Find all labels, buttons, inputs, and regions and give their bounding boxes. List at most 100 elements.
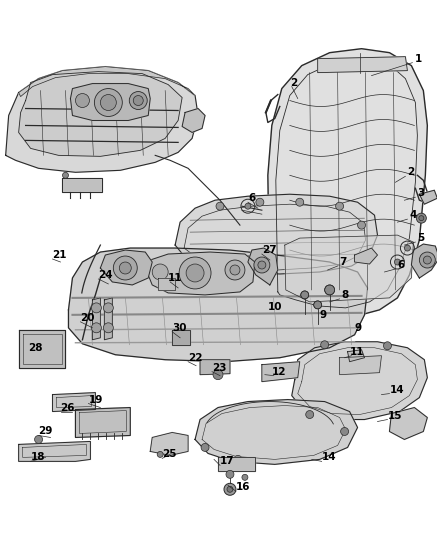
- Circle shape: [225, 260, 245, 280]
- Polygon shape: [318, 56, 407, 72]
- Text: 18: 18: [31, 453, 45, 463]
- Circle shape: [157, 451, 163, 457]
- Circle shape: [201, 443, 209, 451]
- Text: 5: 5: [417, 233, 424, 243]
- Text: 16: 16: [236, 482, 251, 492]
- Text: 2: 2: [407, 167, 415, 177]
- Polygon shape: [248, 248, 278, 285]
- Polygon shape: [63, 178, 102, 192]
- Polygon shape: [92, 298, 100, 340]
- Circle shape: [417, 213, 426, 223]
- Polygon shape: [19, 67, 195, 96]
- Text: 11: 11: [168, 273, 183, 283]
- Polygon shape: [419, 190, 437, 204]
- Circle shape: [35, 435, 42, 443]
- Circle shape: [256, 198, 264, 206]
- Polygon shape: [195, 400, 357, 464]
- Circle shape: [186, 264, 204, 282]
- Circle shape: [216, 202, 224, 210]
- Polygon shape: [268, 49, 427, 318]
- Circle shape: [384, 342, 392, 350]
- Circle shape: [227, 486, 233, 492]
- Polygon shape: [158, 278, 175, 290]
- Circle shape: [306, 410, 314, 418]
- Text: 14: 14: [321, 453, 336, 463]
- Circle shape: [226, 470, 234, 478]
- Circle shape: [95, 88, 122, 117]
- Text: 25: 25: [162, 449, 177, 459]
- Polygon shape: [100, 250, 152, 285]
- Text: 27: 27: [262, 245, 276, 255]
- Text: 14: 14: [389, 385, 404, 394]
- Circle shape: [242, 474, 248, 480]
- Circle shape: [404, 245, 410, 251]
- Polygon shape: [411, 244, 438, 278]
- Polygon shape: [262, 362, 300, 382]
- Circle shape: [258, 261, 266, 269]
- Polygon shape: [175, 194, 378, 274]
- Polygon shape: [348, 350, 364, 362]
- Text: 23: 23: [212, 362, 226, 373]
- Polygon shape: [71, 84, 150, 120]
- Circle shape: [314, 301, 321, 309]
- Text: 21: 21: [53, 250, 67, 260]
- Polygon shape: [218, 457, 255, 471]
- Text: 15: 15: [388, 410, 402, 421]
- Circle shape: [103, 303, 113, 313]
- Circle shape: [100, 94, 117, 110]
- Text: 17: 17: [220, 456, 235, 466]
- Circle shape: [179, 257, 211, 289]
- Circle shape: [419, 216, 424, 221]
- Text: 20: 20: [81, 313, 95, 323]
- Polygon shape: [6, 67, 198, 172]
- Circle shape: [75, 94, 89, 108]
- Text: 11: 11: [350, 347, 364, 357]
- Text: 10: 10: [268, 302, 283, 312]
- Circle shape: [63, 172, 68, 178]
- Text: 28: 28: [28, 343, 43, 353]
- Polygon shape: [19, 330, 66, 368]
- Text: 8: 8: [342, 290, 349, 300]
- Text: 7: 7: [339, 257, 347, 267]
- Text: 1: 1: [414, 54, 422, 63]
- Polygon shape: [182, 109, 205, 132]
- Circle shape: [245, 203, 251, 209]
- Polygon shape: [150, 432, 188, 455]
- Circle shape: [296, 198, 304, 206]
- Circle shape: [133, 95, 143, 106]
- Text: 9: 9: [320, 310, 327, 320]
- Circle shape: [129, 92, 147, 109]
- Circle shape: [103, 323, 113, 333]
- Text: 6: 6: [248, 193, 255, 203]
- Polygon shape: [104, 298, 112, 340]
- Text: 19: 19: [88, 394, 103, 405]
- Circle shape: [213, 370, 223, 379]
- Circle shape: [119, 262, 131, 274]
- Text: 12: 12: [272, 367, 286, 377]
- Circle shape: [419, 252, 435, 268]
- Text: 3: 3: [417, 188, 424, 198]
- Polygon shape: [339, 356, 381, 375]
- Circle shape: [424, 256, 431, 264]
- Circle shape: [357, 221, 366, 229]
- Text: 26: 26: [60, 402, 75, 413]
- Circle shape: [325, 285, 335, 295]
- Text: 24: 24: [99, 270, 113, 280]
- Text: 4: 4: [410, 210, 417, 220]
- Circle shape: [113, 256, 137, 280]
- Text: 30: 30: [172, 323, 187, 333]
- Circle shape: [336, 202, 343, 210]
- Polygon shape: [53, 393, 95, 411]
- Polygon shape: [292, 342, 427, 419]
- Text: 9: 9: [355, 323, 362, 333]
- Polygon shape: [68, 248, 367, 362]
- Circle shape: [152, 264, 168, 280]
- Circle shape: [321, 341, 328, 349]
- Circle shape: [230, 265, 240, 275]
- Text: 29: 29: [39, 426, 53, 437]
- Polygon shape: [172, 330, 190, 345]
- Polygon shape: [285, 235, 413, 302]
- Polygon shape: [19, 71, 182, 156]
- Circle shape: [301, 291, 309, 299]
- Circle shape: [254, 257, 270, 273]
